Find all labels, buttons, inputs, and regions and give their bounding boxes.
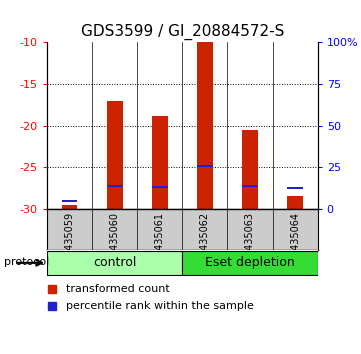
Bar [47,251,182,275]
Text: percentile rank within the sample: percentile rank within the sample [66,301,254,311]
Text: GSM435062: GSM435062 [200,212,210,271]
Bar [287,196,303,209]
Bar [242,130,258,209]
Bar [287,187,303,189]
Bar [242,185,258,187]
Bar [62,205,77,209]
Bar [107,101,122,209]
Text: GSM435060: GSM435060 [110,212,119,271]
Bar [182,251,318,275]
Bar [107,184,122,187]
Text: transformed count: transformed count [66,284,170,293]
Text: GSM435059: GSM435059 [65,212,74,271]
Text: GSM435064: GSM435064 [290,212,300,271]
Bar [62,200,77,201]
Text: control: control [93,256,136,269]
Text: Eset depletion: Eset depletion [205,256,295,269]
Bar [197,165,213,167]
Bar [152,116,168,209]
Title: GDS3599 / GI_20884572-S: GDS3599 / GI_20884572-S [81,23,284,40]
Bar [152,186,168,188]
Text: GSM435063: GSM435063 [245,212,255,271]
Bar [197,42,213,209]
Text: GSM435061: GSM435061 [155,212,165,271]
Text: protocol: protocol [4,257,49,267]
